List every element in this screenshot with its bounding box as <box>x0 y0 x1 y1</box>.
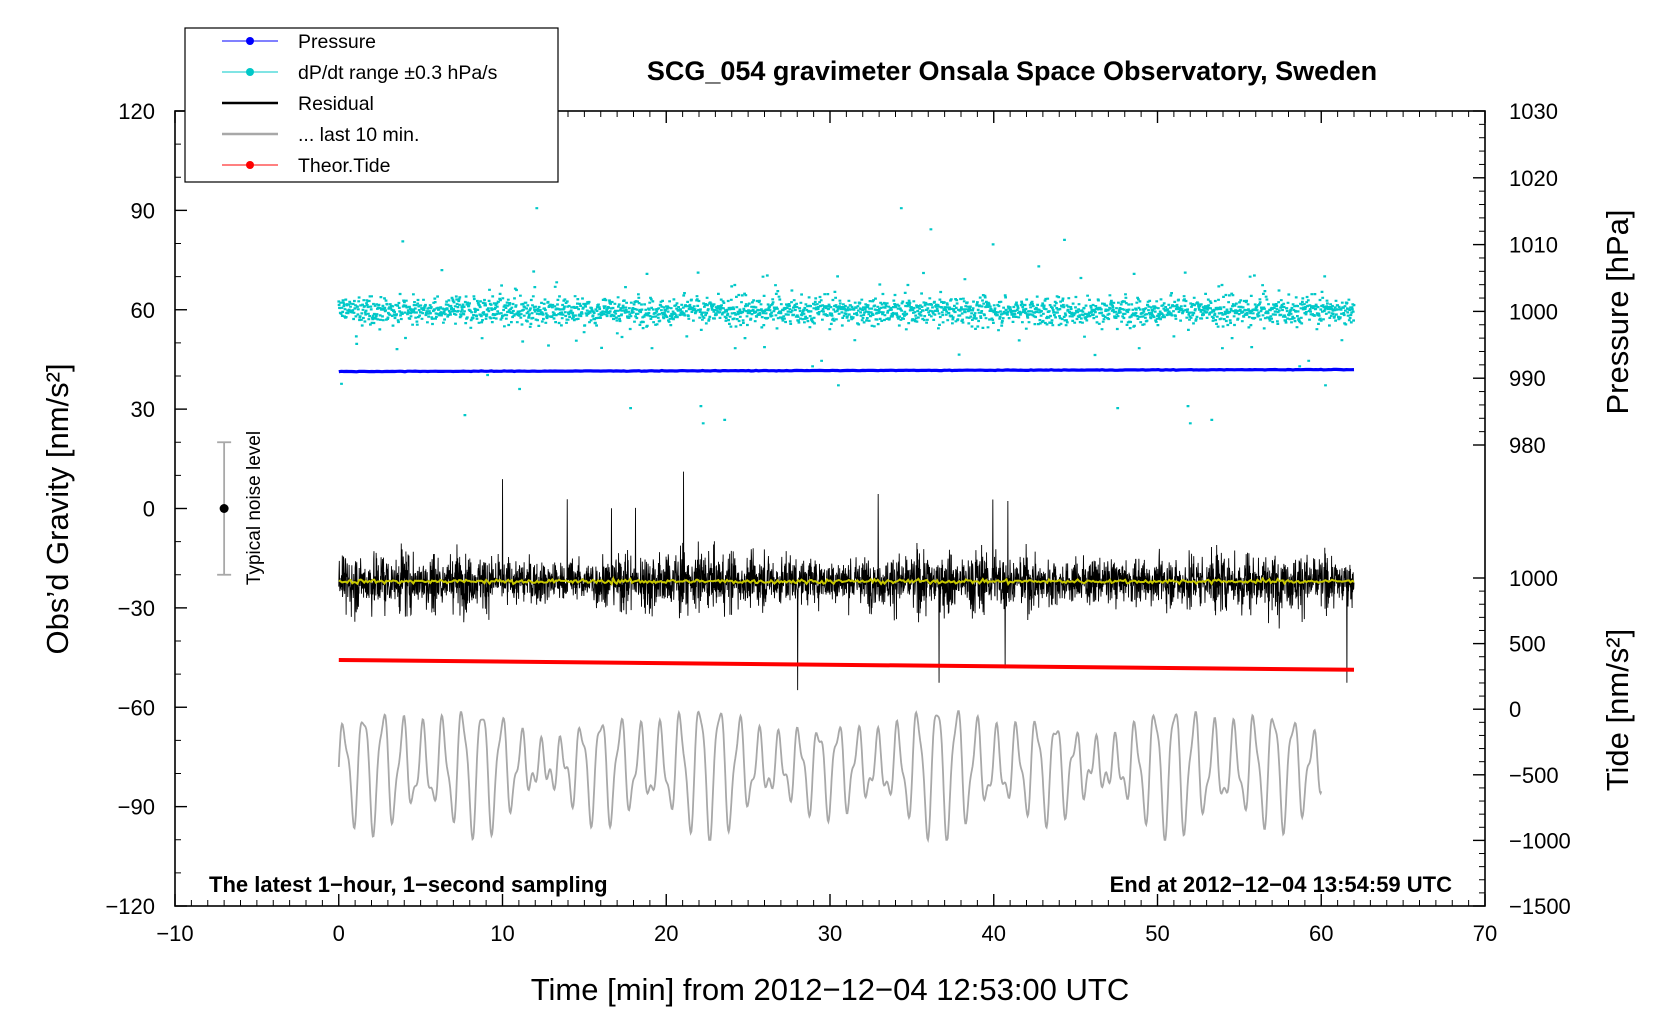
tide-tick-label: −1000 <box>1509 828 1571 853</box>
y-left-tick-label: 90 <box>131 198 155 223</box>
tide-tick-label: −1500 <box>1509 894 1571 919</box>
x-tick-label: 50 <box>1145 921 1169 946</box>
x-tick-label: −10 <box>156 921 193 946</box>
last-10-min-series <box>337 709 1323 844</box>
legend-label: Residual <box>298 93 374 115</box>
legend-label: Theor.Tide <box>298 155 391 177</box>
smoothed-residual-series <box>338 575 1355 587</box>
y-left-axis-ticks: 120 90 60 30 0 −30 −60 −90 −120 <box>105 99 187 919</box>
y-left-tick-label: 0 <box>143 497 155 522</box>
tide-axis-title: Tide [nm/s²] <box>1600 629 1635 792</box>
tide-tick-label: 500 <box>1509 632 1546 657</box>
noise-bar <box>217 441 232 576</box>
pressure-line <box>338 367 1355 374</box>
y-left-tick-label: 30 <box>131 397 155 422</box>
x-axis-ticks: −10 0 10 20 30 40 50 60 70 <box>156 111 1497 946</box>
pressure-tick-label: 980 <box>1509 433 1546 458</box>
x-tick-label: 10 <box>490 921 514 946</box>
legend-marker <box>246 68 254 76</box>
dpdt-series <box>337 207 1356 425</box>
legend-marker <box>246 161 254 169</box>
last-10-min-line <box>337 709 1323 844</box>
y-left-axis-title: Obs’d Gravity [nm/s²] <box>40 363 75 654</box>
tide-axis-ticks: 1000 500 0 −500 −1000 −1500 <box>1473 566 1571 919</box>
pressure-tick-label: 990 <box>1509 366 1546 391</box>
pressure-tick-label: 1010 <box>1509 233 1558 258</box>
tide-tick-label: 1000 <box>1509 566 1558 591</box>
pressure-tick-label: 1000 <box>1509 299 1558 324</box>
legend: Pressure dP/dt range ±0.3 hPa/s Residual..… <box>184 27 559 183</box>
x-tick-label: 40 <box>982 921 1006 946</box>
pressure-tick-label: 1020 <box>1509 166 1558 191</box>
x-tick-label: 20 <box>654 921 678 946</box>
legend-label: Pressure <box>298 31 376 53</box>
chart-title: SCG_054 gravimeter Onsala Space Observat… <box>647 56 1377 86</box>
y-left-tick-label: −120 <box>105 894 155 919</box>
legend-label: ... last 10 min. <box>298 124 419 146</box>
pressure-axis-title: Pressure [hPa] <box>1600 209 1635 414</box>
legend-marker <box>246 37 254 45</box>
residual-line <box>338 471 1355 691</box>
pressure-series <box>338 367 1355 374</box>
pressure-tick-label: 1030 <box>1509 99 1558 124</box>
noise-level-label: Typical noise level <box>244 431 265 585</box>
tide-series <box>338 658 1355 672</box>
end-time-annotation: End at 2012−12−04 13:54:59 UTC <box>1110 872 1453 897</box>
tide-line <box>338 658 1355 672</box>
y-left-tick-label: −60 <box>118 695 155 720</box>
y-left-tick-label: 120 <box>118 99 155 124</box>
y-left-tick-label: −30 <box>118 596 155 621</box>
residual-series <box>338 471 1355 691</box>
tide-tick-label: 0 <box>1509 697 1521 722</box>
dpdt-points <box>337 207 1356 425</box>
legend-label: dP/dt range ±0.3 hPa/s <box>298 62 498 84</box>
pressure-axis-ticks: 1030 1020 1010 1000 990 980 <box>1473 99 1558 458</box>
sampling-annotation: The latest 1−hour, 1−second sampling <box>209 872 608 897</box>
x-axis-title: Time [min] from 2012−12−04 12:53:00 UTC <box>531 972 1130 1007</box>
smoothed-residual-line <box>338 575 1355 587</box>
noise-center-point <box>219 504 229 513</box>
y-left-tick-label: −90 <box>118 795 155 820</box>
y-left-tick-label: 60 <box>131 298 155 323</box>
tide-tick-label: −500 <box>1509 763 1559 788</box>
x-tick-label: 60 <box>1309 921 1333 946</box>
x-tick-label: 0 <box>333 921 345 946</box>
x-tick-label: 70 <box>1473 921 1497 946</box>
x-tick-label: 30 <box>818 921 842 946</box>
